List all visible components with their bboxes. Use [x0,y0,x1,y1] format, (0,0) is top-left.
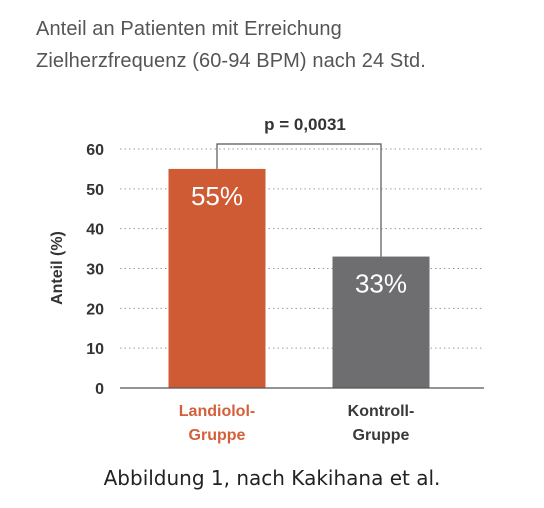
chart-title-line-2: Zielherzfrequenz (60-94 BPM) nach 24 Std… [36,50,426,72]
bar-value-label-1: 55% [191,181,243,211]
y-tick-label-20: 20 [86,301,104,318]
p-value-annotation: p = 0,0031 [264,115,346,134]
x-category-label-2-line-2: Gruppe [353,427,410,444]
x-category-label-1-line-2: Gruppe [189,427,246,444]
significance-bracket [216,143,382,257]
x-category-label-1-line-1: Landiolol- [179,403,255,420]
figure-caption: Abbildung 1, nach Kakihana et al. [103,466,441,490]
bar-1 [168,168,266,388]
y-tick-label-0: 0 [95,381,104,398]
y-tick-label-60: 60 [86,142,104,159]
y-axis-label: Anteil (%) [49,231,66,305]
bar-chart: 0 10 20 30 40 50 60 55% 33% Landiolol- Gruppe Kontr… [49,115,484,444]
y-tick-label-10: 10 [86,341,104,358]
y-tick-label-50: 50 [86,182,104,199]
bar-2 [332,256,430,388]
chart-title-line-1: Anteil an Patienten mit Erreichung [36,18,342,40]
y-tick-label-30: 30 [86,262,104,279]
y-tick-label-40: 40 [86,222,104,239]
bar-value-label-2: 33% [355,269,407,299]
x-category-label-2-line-1: Kontroll- [348,403,415,420]
